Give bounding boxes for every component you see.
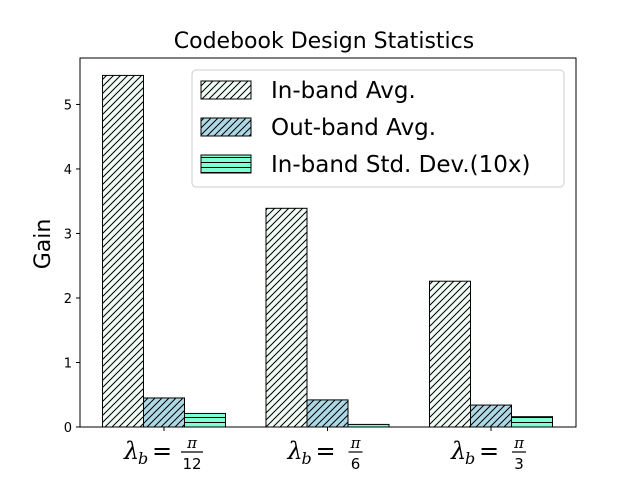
category-denominator: 3: [514, 455, 524, 473]
legend-swatch: [200, 80, 252, 100]
legend: In-band Avg. Out-band Avg. In-band Std. De…: [191, 69, 565, 188]
category-denominator: 6: [351, 455, 361, 473]
bar-outline: [143, 397, 185, 428]
bar-outline: [102, 74, 144, 428]
y-tick-label: 4: [64, 163, 72, 178]
bar-1-1: [102, 74, 144, 428]
category-subscript: b: [302, 449, 312, 468]
bars-group: [102, 74, 553, 428]
category-numerator: π: [350, 434, 362, 452]
y-tick-label: 5: [64, 98, 72, 113]
bar-outline: [184, 412, 226, 428]
bar-outline: [306, 399, 349, 428]
x-category-label: λb = π 6: [287, 434, 363, 473]
category-equals: =: [316, 437, 336, 465]
bar-1-3: [429, 280, 471, 428]
x-category-label: λb = π 12: [123, 434, 203, 473]
category-subscript: b: [138, 449, 148, 468]
legend-label: In-band Avg.: [271, 78, 416, 104]
y-ticks-group: 0 1 2 3 4 5: [64, 98, 80, 436]
bar-outline: [470, 404, 512, 428]
category-symbol: λ: [123, 437, 139, 465]
x-categories-group: λb = π12 λb = π6 λb = π3: [123, 427, 526, 473]
x-category-label: λb = π 3: [450, 434, 526, 473]
chart-title: Codebook Design Statistics: [174, 29, 474, 54]
bar-3-3: [511, 416, 553, 428]
legend-frame: [191, 69, 565, 188]
legend-label: Out-band Avg.: [271, 115, 436, 141]
legend-item-1: In-band Avg.: [200, 78, 416, 104]
legend-item-3: In-band Std. Dev.(10x): [200, 152, 531, 178]
legend-label: In-band Std. Dev.(10x): [271, 152, 531, 178]
category-numerator: π: [186, 434, 198, 452]
legend-item-2: Out-band Avg.: [200, 115, 436, 141]
y-tick-label: 2: [64, 292, 72, 307]
bar-outline: [265, 207, 308, 428]
legend-swatch: [200, 154, 252, 174]
category-symbol: λ: [287, 437, 303, 465]
y-tick-label: 1: [64, 356, 72, 371]
bar-1-2: [265, 207, 308, 428]
bar-3-1: [184, 412, 226, 428]
category-equals: =: [152, 437, 172, 465]
y-axis-label: Gain: [31, 219, 56, 270]
bar-outline: [511, 416, 553, 428]
bar-2-2: [306, 399, 349, 428]
plot-frame: [79, 57, 577, 428]
bar-outline: [429, 280, 471, 428]
bar-2-1: [143, 397, 185, 428]
category-subscript: b: [465, 449, 475, 468]
category-equals: =: [479, 437, 499, 465]
category-numerator: π: [513, 434, 525, 452]
y-tick-label: 3: [64, 227, 72, 242]
category-denominator: 12: [182, 455, 201, 473]
y-tick-label: 0: [64, 421, 72, 436]
bar-2-3: [470, 404, 512, 428]
legend-swatch: [200, 117, 252, 137]
category-symbol: λ: [450, 437, 466, 465]
